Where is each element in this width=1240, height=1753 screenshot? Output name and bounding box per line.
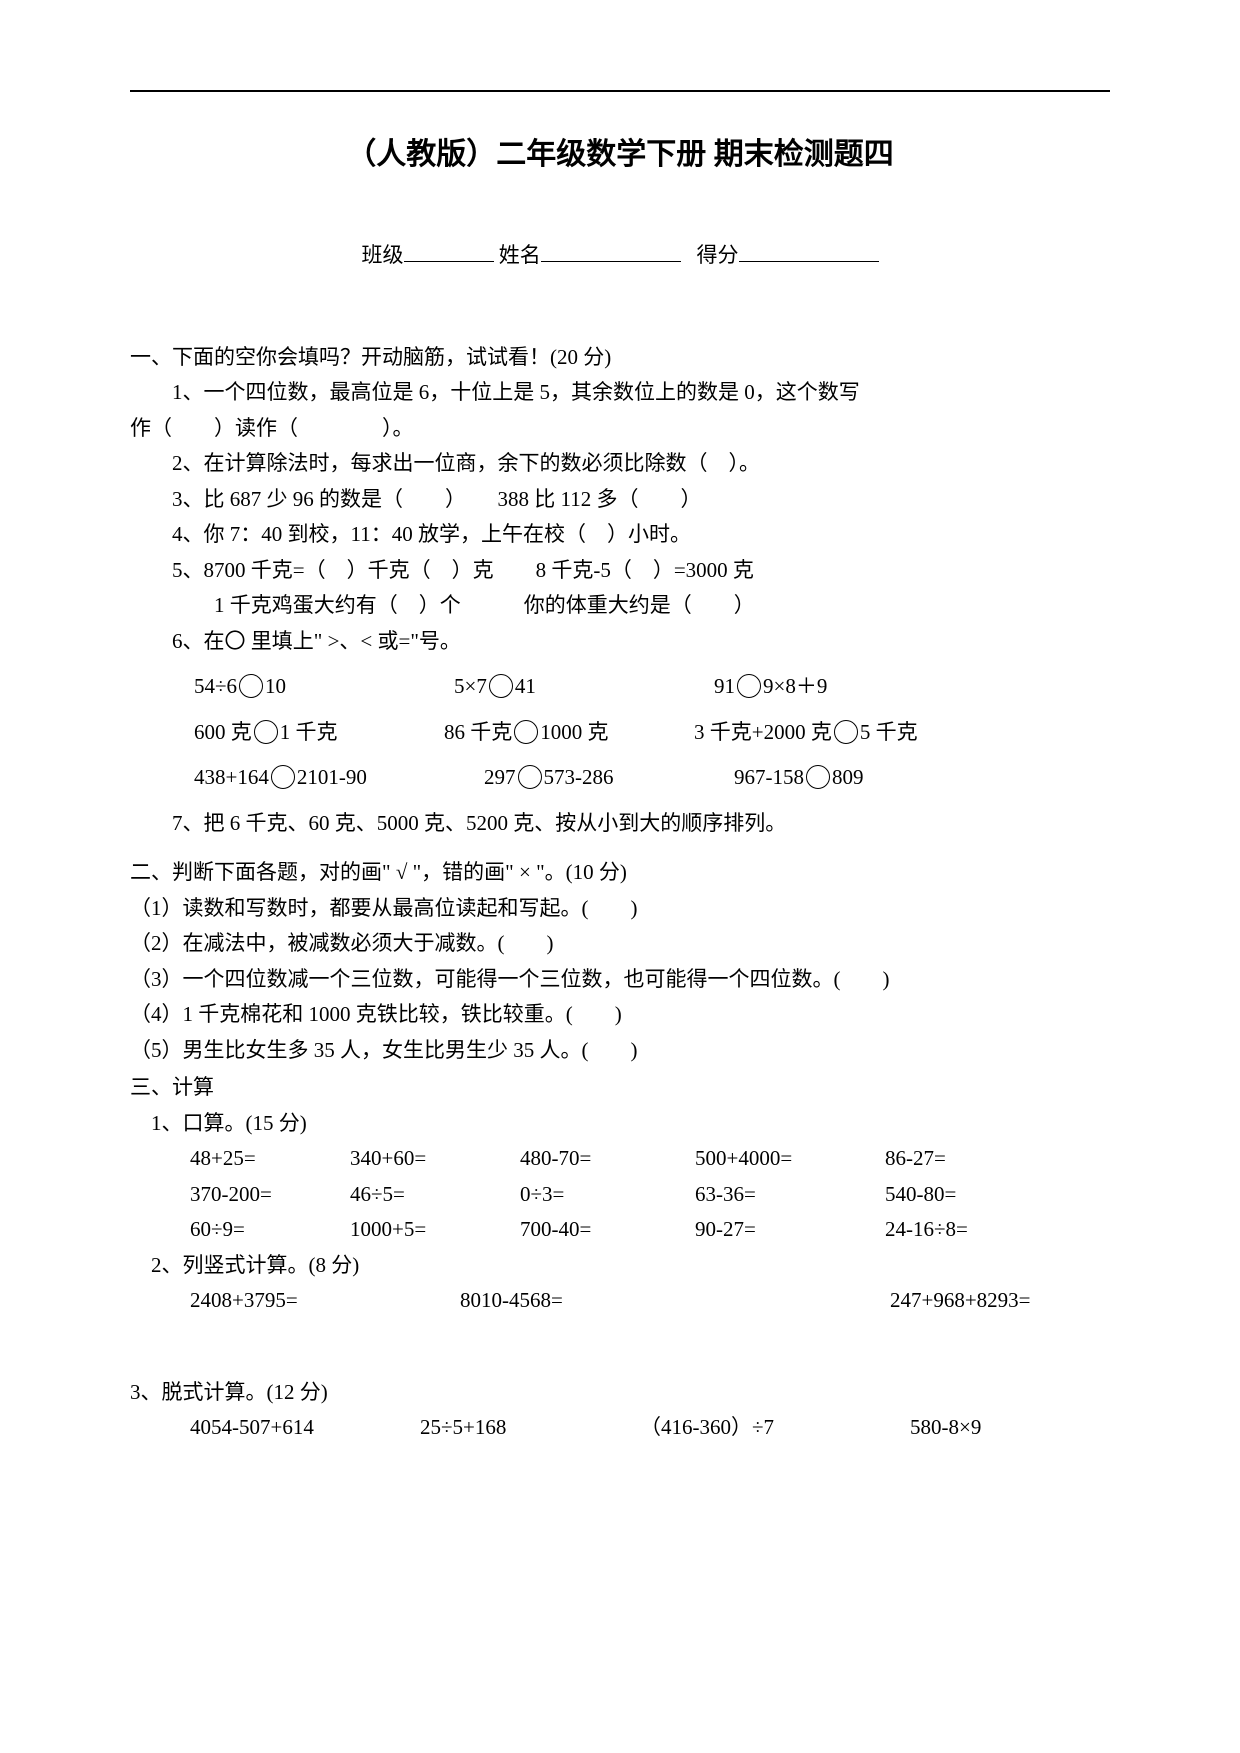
s1-q5a: 5、8700 千克=（ ）千克（ ）克 8 千克-5（ ）=3000 克 (130, 555, 1110, 587)
vc-3: 247+968+8293= (890, 1285, 1031, 1317)
cmp-3a-right: 2101-90 (297, 762, 367, 794)
cmp-3b-left: 297 (484, 762, 516, 794)
circle-icon (254, 720, 278, 744)
sc-1: 4054-507+614 (190, 1412, 420, 1444)
name-blank (541, 237, 681, 262)
s1-q1-line-a: 1、一个四位数，最高位是 6，十位上是 5，其余数位上的数是 0，这个数写 (130, 377, 1110, 409)
mental-row-3: 60÷9= 1000+5= 700-40= 90-27= 24-16÷8= (190, 1214, 1110, 1246)
mc-1-3: 480-70= (520, 1143, 695, 1175)
section-1: 一、下面的空你会填吗？开动脑筋，试试看！(20 分) 1、一个四位数，最高位是 … (130, 342, 1110, 840)
mental-calc-table: 48+25= 340+60= 480-70= 500+4000= 86-27= … (130, 1143, 1110, 1246)
s1-q2: 2、在计算除法时，每求出一位商，余下的数必须比除数（ ）。 (130, 448, 1110, 480)
class-blank (404, 237, 494, 262)
mc-3-2: 1000+5= (350, 1214, 520, 1246)
class-label: 班级 (362, 243, 404, 267)
s2-q5: （5）男生比女生多 35 人，女生比男生少 35 人。( ) (130, 1035, 1110, 1067)
mc-2-1: 370-200= (190, 1179, 350, 1211)
name-label: 姓名 (499, 243, 541, 267)
mc-3-5: 24-16÷8= (885, 1214, 1045, 1246)
mc-2-4: 63-36= (695, 1179, 885, 1211)
vertical-calc-row: 2408+3795= 8010-4568= 247+968+8293= (130, 1285, 1110, 1317)
s2-q4: （4）1 千克棉花和 1000 克铁比较，铁比较重。( ) (130, 999, 1110, 1031)
mc-1-2: 340+60= (350, 1143, 520, 1175)
s1-q4: 4、你 7：40 到校，11：40 放学，上午在校（ ）小时。 (130, 519, 1110, 551)
mc-3-4: 90-27= (695, 1214, 885, 1246)
mc-2-5: 540-80= (885, 1179, 1045, 1211)
circle-icon (514, 720, 538, 744)
s2-q2: （2）在减法中，被减数必须大于减数。( ) (130, 928, 1110, 960)
mc-1-4: 500+4000= (695, 1143, 885, 1175)
s2-q1: （1）读数和写数时，都要从最高位读起和写起。( ) (130, 893, 1110, 925)
compare-row-1: 54÷6 10 5×7 41 91 9×8＋9 (130, 671, 1110, 703)
sc-2: 25÷5+168 (420, 1412, 640, 1444)
sc-4: 580-8×9 (910, 1412, 981, 1444)
cmp-1c-left: 91 (714, 671, 735, 703)
mc-2-3: 0÷3= (520, 1179, 695, 1211)
mc-3-1: 60÷9= (190, 1214, 350, 1246)
circle-icon (518, 765, 542, 789)
sc-3: （416-360）÷7 (640, 1412, 910, 1444)
compare-row-3: 438+164 2101-90 297 573-286 967-158 809 (130, 762, 1110, 794)
compare-row-2: 600 克 1 千克 86 千克 1000 克 3 千克+2000 克 5 千克 (130, 717, 1110, 749)
top-horizontal-rule (130, 90, 1110, 92)
cmp-2c-right: 5 千克 (860, 717, 918, 749)
cmp-2a-left: 600 克 (194, 717, 252, 749)
mc-1-1: 48+25= (190, 1143, 350, 1175)
cmp-1c-right: 9×8＋9 (763, 671, 827, 703)
cmp-1a-right: 10 (265, 671, 286, 703)
section-1-heading: 一、下面的空你会填吗？开动脑筋，试试看！(20 分) (130, 342, 1110, 374)
section-2-heading: 二、判断下面各题，对的画" √ "，错的画" × "。(10 分) (130, 857, 1110, 889)
circle-icon (239, 674, 263, 698)
circle-icon (489, 674, 513, 698)
circle-icon (834, 720, 858, 744)
s1-q5b: 1 千克鸡蛋大约有（ ）个 你的体重大约是（ ） (130, 590, 1110, 622)
vc-1: 2408+3795= (190, 1285, 460, 1317)
circle-icon (737, 674, 761, 698)
mental-row-1: 48+25= 340+60= 480-70= 500+4000= 86-27= (190, 1143, 1110, 1175)
cmp-2c-left: 3 千克+2000 克 (694, 717, 832, 749)
score-blank (739, 237, 879, 262)
student-info-line: 班级 姓名 得分 (130, 237, 1110, 272)
mc-2-2: 46÷5= (350, 1179, 520, 1211)
s1-q1-line-b: 作（ ）读作（ ）。 (130, 413, 1110, 445)
cmp-2b-left: 86 千克 (444, 717, 512, 749)
section-3: 三、计算 1、口算。(15 分) 48+25= 340+60= 480-70= … (130, 1072, 1110, 1444)
cmp-1b-right: 41 (515, 671, 536, 703)
cmp-3c-right: 809 (832, 762, 864, 794)
s3-part3-heading: 3、脱式计算。(12 分) (130, 1377, 1110, 1409)
cmp-3b-right: 573-286 (544, 762, 614, 794)
exam-title: （人教版）二年级数学下册 期末检测题四 (130, 132, 1110, 177)
s1-q6-intro: 6、在〇 里填上" >、< 或="号。 (130, 626, 1110, 658)
circle-icon (806, 765, 830, 789)
s3-part1-heading: 1、口算。(15 分) (130, 1108, 1110, 1140)
s1-q7: 7、把 6 千克、60 克、5000 克、5200 克、按从小到大的顺序排列。 (130, 808, 1110, 840)
s2-q3: （3）一个四位数减一个三位数，可能得一个三位数，也可能得一个四位数。( ) (130, 964, 1110, 996)
mc-1-5: 86-27= (885, 1143, 1045, 1175)
vertical-work-space (130, 1317, 1110, 1377)
s3-part2-heading: 2、列竖式计算。(8 分) (130, 1250, 1110, 1282)
section-2: 二、判断下面各题，对的画" √ "，错的画" × "。(10 分) （1）读数和… (130, 857, 1110, 1066)
step-calc-row: 4054-507+614 25÷5+168 （416-360）÷7 580-8×… (130, 1412, 1110, 1444)
cmp-2b-right: 1000 克 (540, 717, 608, 749)
section-3-heading: 三、计算 (130, 1072, 1110, 1104)
vc-2: 8010-4568= (460, 1285, 890, 1317)
cmp-2a-right: 1 千克 (280, 717, 338, 749)
cmp-1b-left: 5×7 (454, 671, 487, 703)
cmp-3a-left: 438+164 (194, 762, 269, 794)
cmp-3c-left: 967-158 (734, 762, 804, 794)
mental-row-2: 370-200= 46÷5= 0÷3= 63-36= 540-80= (190, 1179, 1110, 1211)
s1-q3: 3、比 687 少 96 的数是（ ） 388 比 112 多（ ） (130, 484, 1110, 516)
mc-3-3: 700-40= (520, 1214, 695, 1246)
circle-icon (271, 765, 295, 789)
cmp-1a-left: 54÷6 (194, 671, 237, 703)
score-label: 得分 (697, 243, 739, 267)
